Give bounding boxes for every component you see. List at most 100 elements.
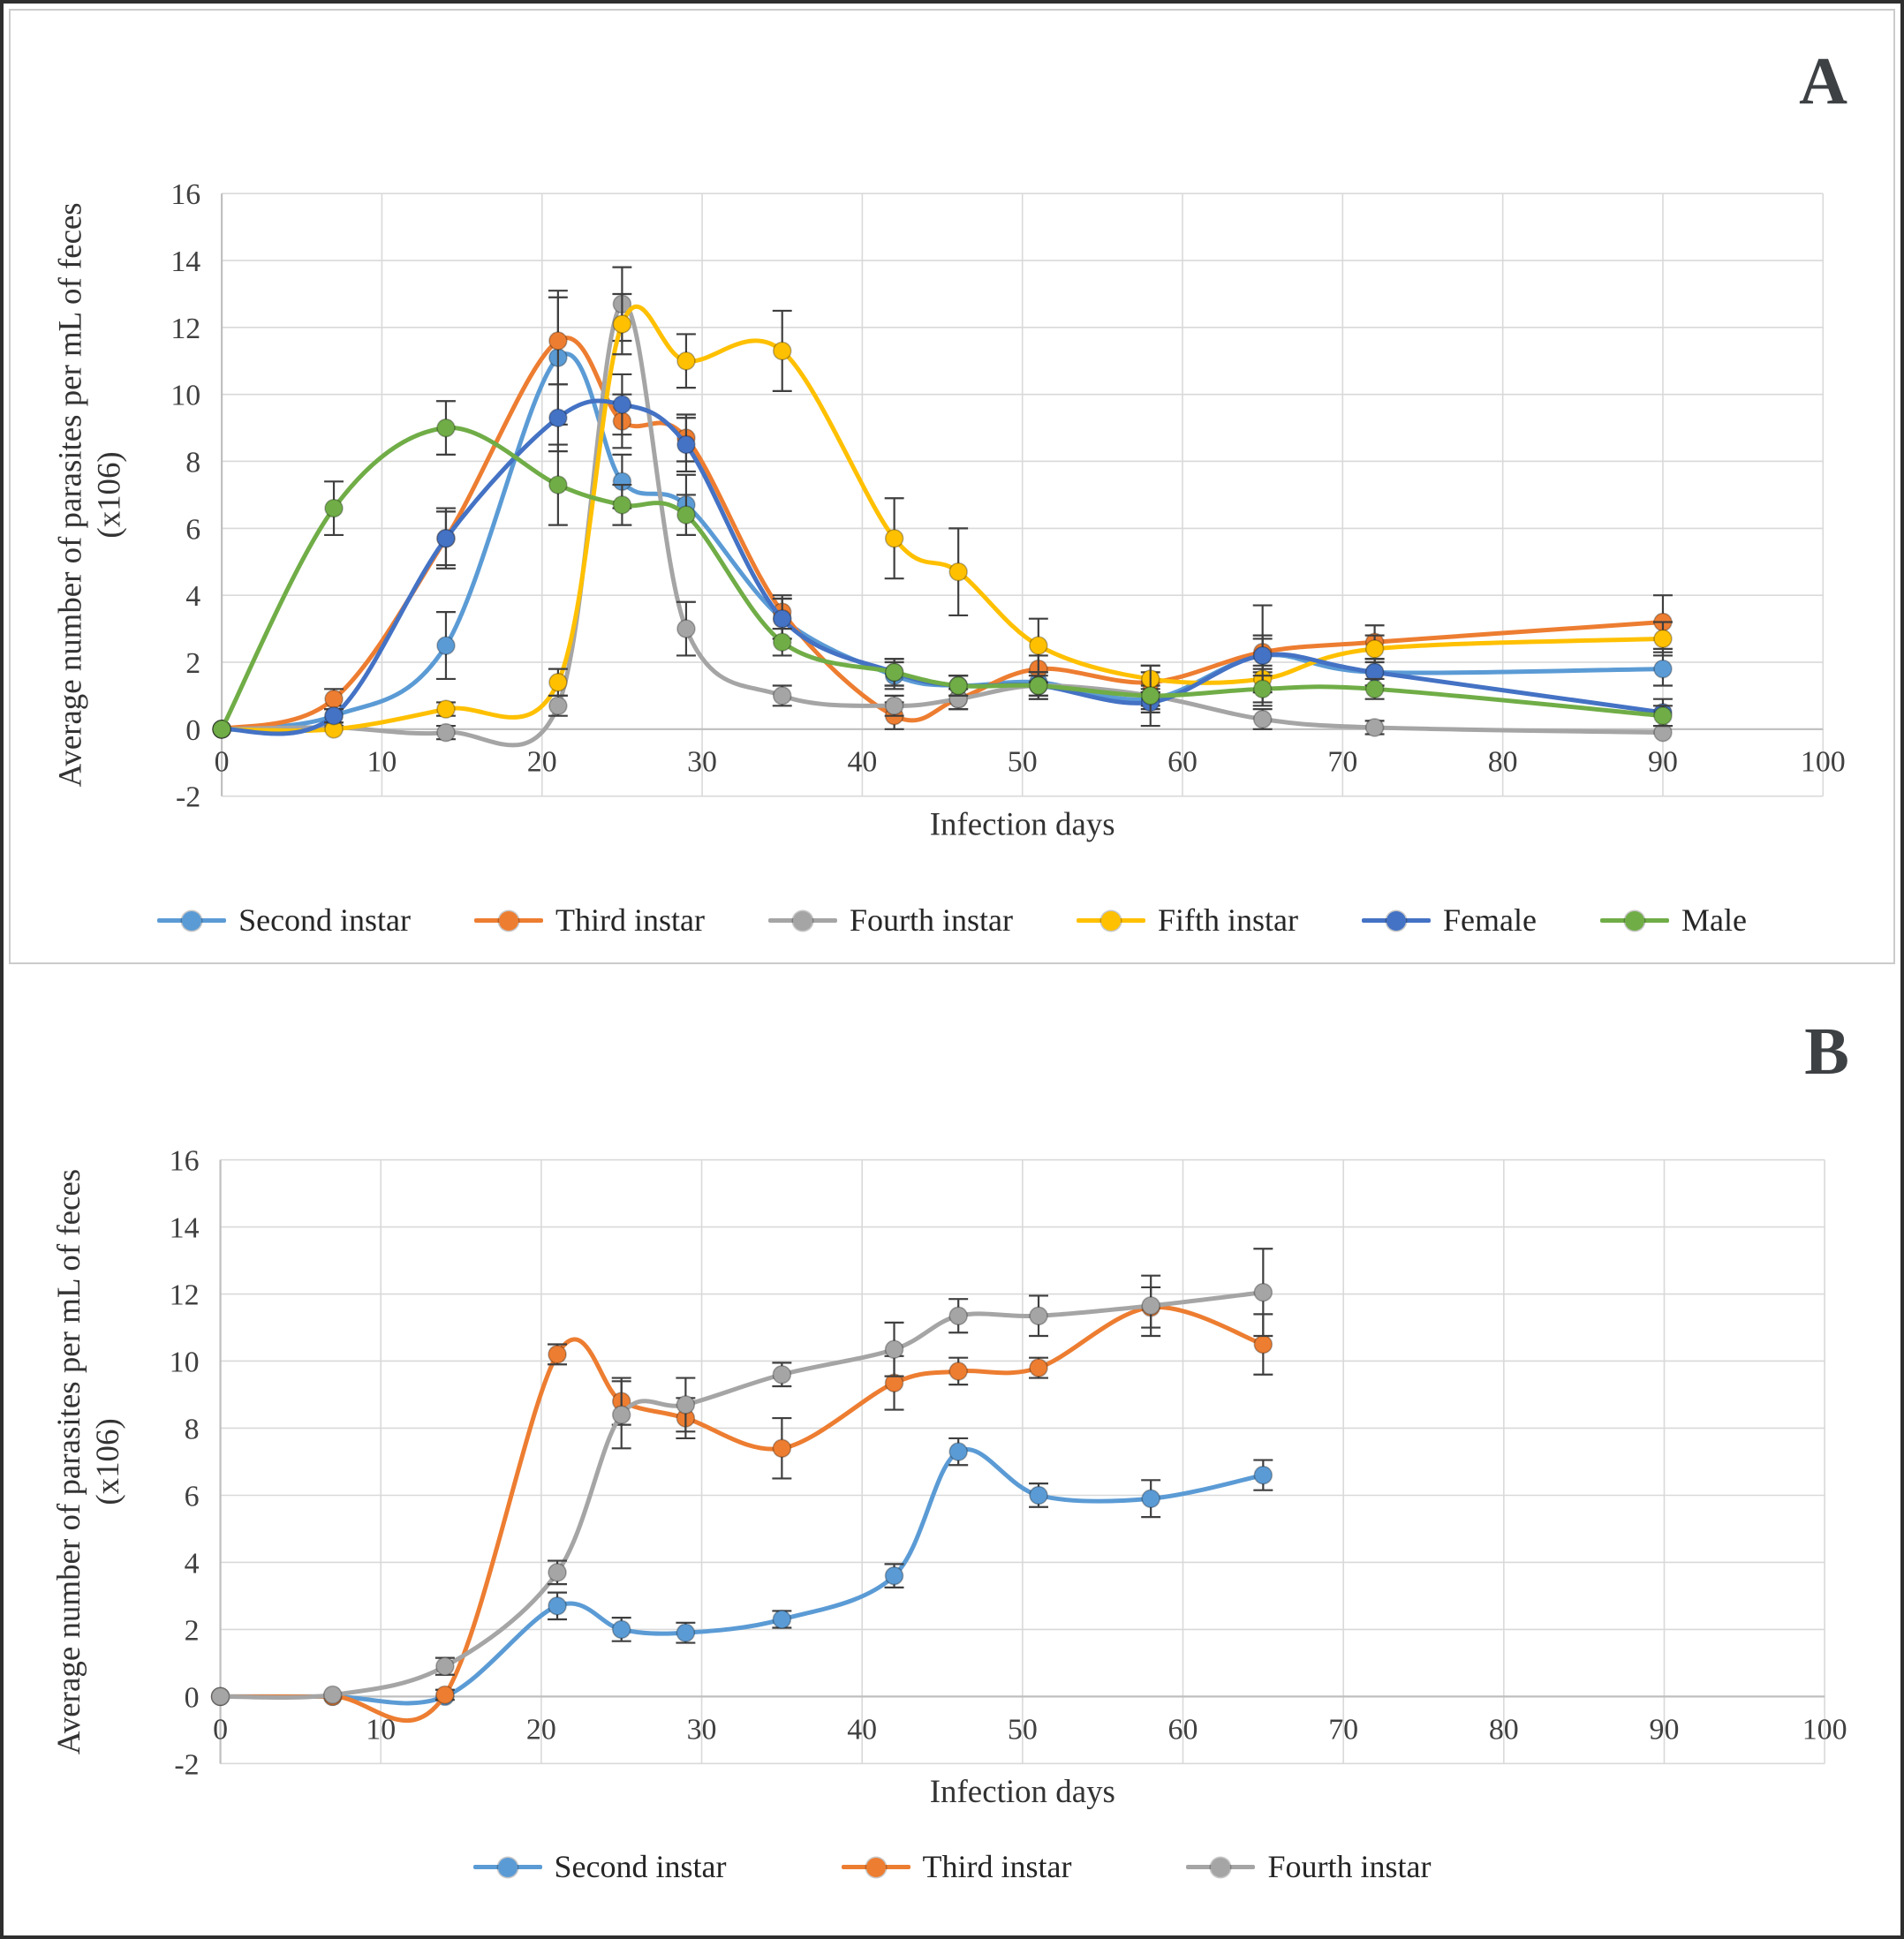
x-tick-label: 70: [1328, 1713, 1358, 1746]
x-tick-label: 70: [1327, 746, 1357, 779]
legend-dot-icon: [499, 910, 519, 931]
data-point: [548, 331, 568, 351]
legend-dot-icon: [793, 910, 812, 931]
legend-label: Third instar: [555, 902, 705, 939]
data-point: [884, 1566, 904, 1586]
data-point: [612, 395, 632, 414]
x-tick-label: 100: [1802, 1713, 1847, 1746]
data-point: [676, 505, 696, 524]
legend-dot-icon: [1624, 910, 1644, 931]
data-point: [948, 1442, 968, 1461]
data-point: [324, 705, 344, 726]
x-axis-title: Infection days: [930, 805, 1115, 841]
legend-line-marker: [157, 910, 227, 931]
data-point: [1029, 675, 1048, 696]
legend-dot-icon: [1101, 910, 1121, 931]
data-point: [548, 696, 568, 716]
data-point: [676, 619, 696, 638]
y-tick-label: 6: [185, 1480, 200, 1513]
data-point: [772, 341, 792, 361]
legend-item-second-instar: Second instar: [157, 902, 411, 939]
legend-line-marker: [1599, 910, 1669, 931]
data-point: [1029, 1358, 1048, 1377]
x-axis-title: Infection days: [930, 1773, 1115, 1809]
data-point: [548, 1563, 567, 1582]
legend-dot-icon: [497, 1857, 518, 1877]
gridlines: [219, 1158, 1825, 1765]
y-tick-label: 0: [185, 1681, 200, 1714]
y-tick-label: 0: [185, 714, 200, 747]
legend-line-marker: [1362, 910, 1431, 931]
data-point: [948, 1306, 968, 1326]
legend-label: Fourth instar: [1267, 1849, 1432, 1885]
data-point: [1364, 718, 1385, 737]
data-point: [676, 1623, 696, 1642]
legend-item-fourth-instar: Fourth instar: [1186, 1848, 1431, 1886]
y-tick-label: 14: [170, 1212, 200, 1245]
panel-b: B -2 0 2 4 6 8 10 12 14 16 0 10 20 30 40 50 60 70 80 90 100 I…: [9, 970, 1895, 1930]
legend-label: Female: [1443, 902, 1537, 939]
data-point: [772, 608, 792, 629]
y-tick-label: 4: [185, 1547, 200, 1580]
data-point: [212, 720, 231, 739]
data-point: [436, 636, 456, 655]
y-tick-label: -2: [176, 781, 200, 814]
data-point: [322, 1685, 343, 1705]
x-tick-label: 50: [1008, 1713, 1038, 1746]
y-tick-label: 4: [185, 580, 200, 613]
data-point: [772, 686, 792, 705]
legend-label: Second instar: [238, 902, 412, 939]
legend-label: Second instar: [554, 1849, 727, 1885]
series-line: [219, 426, 1666, 732]
series-line: [218, 1290, 1266, 1701]
legend-line-marker: [1077, 910, 1145, 931]
data-point: [676, 351, 696, 371]
legend-item-second-instar: Second instar: [472, 1848, 727, 1886]
legend-dot-icon: [182, 910, 202, 931]
x-tick-label: 0: [215, 746, 230, 779]
data-point: [1653, 629, 1673, 649]
x-tick-label: 100: [1801, 746, 1846, 779]
data-point: [435, 1685, 455, 1705]
x-tick-label: 80: [1489, 1713, 1519, 1746]
data-point: [772, 1610, 792, 1629]
legend-line-marker: [841, 1857, 910, 1877]
data-point: [1029, 1485, 1048, 1505]
panel-a-label: A: [1799, 44, 1847, 118]
legend-item-third-instar: Third instar: [474, 902, 705, 939]
legend-label: Male: [1681, 902, 1747, 939]
legend-item-fifth-instar: Fifth instar: [1077, 902, 1298, 939]
data-point: [1364, 639, 1385, 659]
legend-line-marker: [1186, 1857, 1256, 1877]
series-line: [218, 1447, 1266, 1706]
data-point: [948, 562, 968, 582]
data-point: [548, 1596, 567, 1616]
data-point: [948, 1362, 968, 1381]
x-tick-label: 30: [687, 1713, 717, 1746]
y-tick-label: 12: [170, 313, 200, 345]
data-point: [772, 1438, 792, 1459]
panel-a: A -2 0 2 4 6 8 10 12 14 16 0 10 20 30 40 50 60 70 80 90 100 I…: [9, 9, 1895, 964]
data-point: [884, 1339, 904, 1359]
series-line: [219, 304, 1666, 734]
y-tick-label: 8: [185, 446, 200, 479]
series-third-instar: [210, 1286, 1273, 1724]
y-axis-title: Average number of parasites per mL of fe…: [52, 202, 88, 787]
series-fourth-instar: [210, 1248, 1273, 1707]
x-tick-label: 10: [367, 746, 397, 779]
legend-line-marker: [472, 1857, 542, 1877]
legend-dot-icon: [1386, 910, 1406, 931]
gridlines: [221, 192, 1825, 797]
data-point: [884, 696, 904, 716]
x-tick-label: 60: [1168, 1713, 1198, 1746]
data-point: [435, 1656, 455, 1676]
x-tick-label: 90: [1648, 746, 1678, 779]
x-tick-label: 80: [1488, 746, 1518, 779]
y-axis-title-units: (x106): [91, 451, 128, 538]
x-tick-label: 20: [527, 746, 557, 779]
data-point: [1364, 679, 1385, 699]
series-male: [212, 400, 1673, 739]
data-point: [612, 495, 632, 515]
